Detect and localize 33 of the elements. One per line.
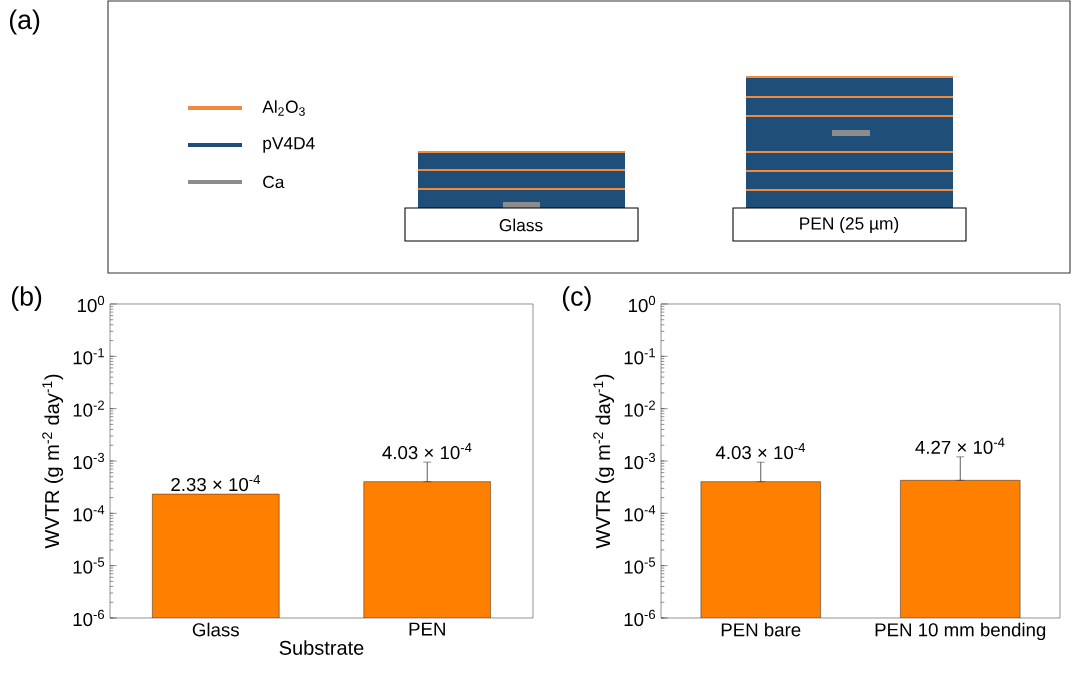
y-axis-title: WVTR (g m$^{-2}$ day$^{-1}$) [42,374,64,549]
x-tick-label: Glass [192,622,239,637]
y-tick-label: 10$^{-1}$ [624,348,655,365]
y-tick-label: 10$^{-6}$ [73,609,105,627]
x-axis-title: Substrate [279,640,364,655]
y-tick-label: 10$^{0}$ [78,295,105,313]
y-tick-label: 10$^{-3}$ [624,452,656,470]
text: Ca [263,175,285,189]
y-tick-label: 10$^{-1}$ [73,348,104,365]
text: Glass [499,218,543,232]
text: PEN (25 µm) [800,216,899,234]
chart-title: (c) [562,286,591,312]
data-label: 2.33 × 10$^{-4}$ [171,475,261,492]
x-tick-label: PEN 10 mm bending [875,622,1046,641]
y-tick-label: 10$^{-5}$ [624,557,656,574]
text: Al$_{2}$O$_{3}$ [262,100,305,116]
y-axis-title: WVTR (g m$^{-2}$ day$^{-1}$) [593,374,615,549]
y-tick-label: 10$^{-3}$ [73,452,105,470]
y-tick-label: 10$^{-2}$ [624,400,655,417]
chart-title: (b) [11,286,42,312]
text: pV4D4 [263,137,315,153]
y-tick-label: 10$^{-4}$ [73,505,105,522]
y-tick-label: 10$^{0}$ [629,295,656,313]
data-label: 4.27 × 10$^{-4}$ [915,437,1005,454]
y-tick-label: 10$^{-4}$ [624,505,656,522]
text: (a) [9,9,40,35]
y-tick-label: 10$^{-5}$ [73,557,105,574]
data-label: 4.03 × 10$^{-4}$ [382,443,472,460]
data-label: 4.03 × 10$^{-4}$ [715,443,806,460]
x-tick-label: PEN bare [721,622,801,637]
x-tick-label: PEN [409,622,445,636]
y-tick-label: 10$^{-2}$ [73,400,104,417]
y-tick-label: 10$^{-6}$ [624,609,656,627]
